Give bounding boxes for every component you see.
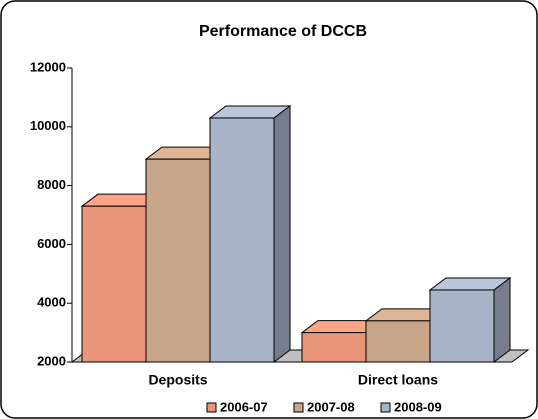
x-tick-label: Deposits bbox=[148, 372, 207, 388]
legend-label: 2008-09 bbox=[394, 399, 442, 414]
chart-title: Performance of DCCB bbox=[199, 23, 367, 40]
bar-side bbox=[494, 278, 510, 362]
bar-side bbox=[274, 106, 290, 362]
bar bbox=[210, 118, 274, 362]
chart: Performance of DCCB 2000 4000 6000 8000 1000… bbox=[0, 0, 538, 419]
legend-swatch bbox=[381, 403, 390, 412]
y-tick-label: 10000 bbox=[30, 118, 66, 133]
y-tick-label: 2000 bbox=[37, 353, 66, 368]
legend-swatch bbox=[294, 403, 303, 412]
bar bbox=[430, 290, 494, 362]
y-tick-label: 4000 bbox=[37, 295, 66, 310]
legend-swatch bbox=[207, 403, 216, 412]
y-tick-label: 8000 bbox=[37, 177, 66, 192]
y-tick-label: 6000 bbox=[37, 236, 66, 251]
bar bbox=[82, 206, 146, 362]
legend-label: 2006-07 bbox=[220, 399, 268, 414]
bar bbox=[366, 321, 430, 362]
bar bbox=[146, 159, 210, 362]
y-tick-label: 12000 bbox=[30, 59, 66, 74]
x-tick-label: Direct loans bbox=[358, 372, 438, 388]
bar bbox=[302, 333, 366, 362]
legend-label: 2007-08 bbox=[307, 399, 355, 414]
